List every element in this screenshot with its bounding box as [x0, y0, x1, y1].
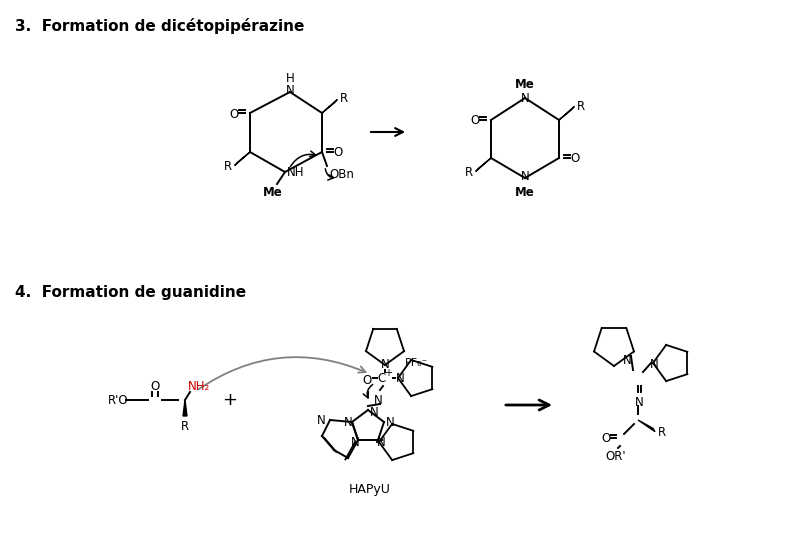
Text: NH₂: NH₂: [188, 380, 211, 393]
Text: HAPyU: HAPyU: [349, 483, 391, 496]
Text: O: O: [471, 114, 480, 127]
Text: N: N: [377, 436, 386, 449]
Text: R: R: [465, 165, 473, 179]
FancyArrowPatch shape: [291, 151, 316, 167]
Text: OBn: OBn: [329, 167, 354, 180]
Text: N: N: [386, 416, 394, 429]
Text: N: N: [650, 357, 659, 370]
Text: NH: NH: [287, 166, 305, 179]
Text: N: N: [623, 354, 631, 367]
Polygon shape: [475, 158, 491, 172]
Polygon shape: [322, 99, 337, 113]
Text: N: N: [521, 171, 530, 184]
Text: Me: Me: [263, 186, 283, 199]
Polygon shape: [559, 106, 574, 120]
Text: R: R: [658, 426, 666, 438]
Text: R: R: [181, 420, 189, 433]
Text: N: N: [351, 435, 360, 449]
FancyArrowPatch shape: [326, 169, 334, 180]
FancyArrowPatch shape: [364, 384, 373, 398]
Text: R: R: [224, 159, 232, 172]
Text: +: +: [384, 368, 392, 378]
Polygon shape: [638, 420, 655, 431]
Text: O: O: [151, 380, 160, 393]
Text: 4.  Formation de guanidine: 4. Formation de guanidine: [15, 285, 246, 300]
Text: H: H: [286, 72, 294, 85]
Text: N: N: [373, 394, 382, 407]
Text: N: N: [286, 84, 294, 98]
Text: N: N: [370, 406, 379, 419]
Text: O: O: [229, 107, 239, 120]
Text: N: N: [634, 396, 643, 409]
Text: OR': OR': [606, 449, 626, 462]
Text: N: N: [343, 416, 352, 429]
Text: R'O: R'O: [108, 394, 128, 407]
Text: 3.  Formation de dicétopipérazine: 3. Formation de dicétopipérazine: [15, 18, 305, 34]
Text: R: R: [340, 92, 348, 105]
Text: N: N: [318, 415, 326, 428]
Polygon shape: [235, 152, 250, 166]
Text: Me: Me: [515, 186, 535, 199]
Text: O: O: [570, 152, 580, 165]
Text: N: N: [395, 373, 404, 386]
Text: +: +: [223, 391, 237, 409]
Text: C: C: [378, 373, 386, 386]
FancyArrowPatch shape: [198, 357, 365, 389]
Text: N: N: [381, 357, 390, 370]
Text: O: O: [362, 375, 372, 388]
Polygon shape: [183, 400, 187, 416]
Text: O: O: [601, 433, 611, 446]
Text: O: O: [334, 145, 343, 159]
Text: PF₆⁻: PF₆⁻: [405, 358, 428, 368]
Text: N: N: [521, 92, 530, 105]
Text: R: R: [577, 99, 585, 112]
Text: Me: Me: [515, 78, 535, 91]
